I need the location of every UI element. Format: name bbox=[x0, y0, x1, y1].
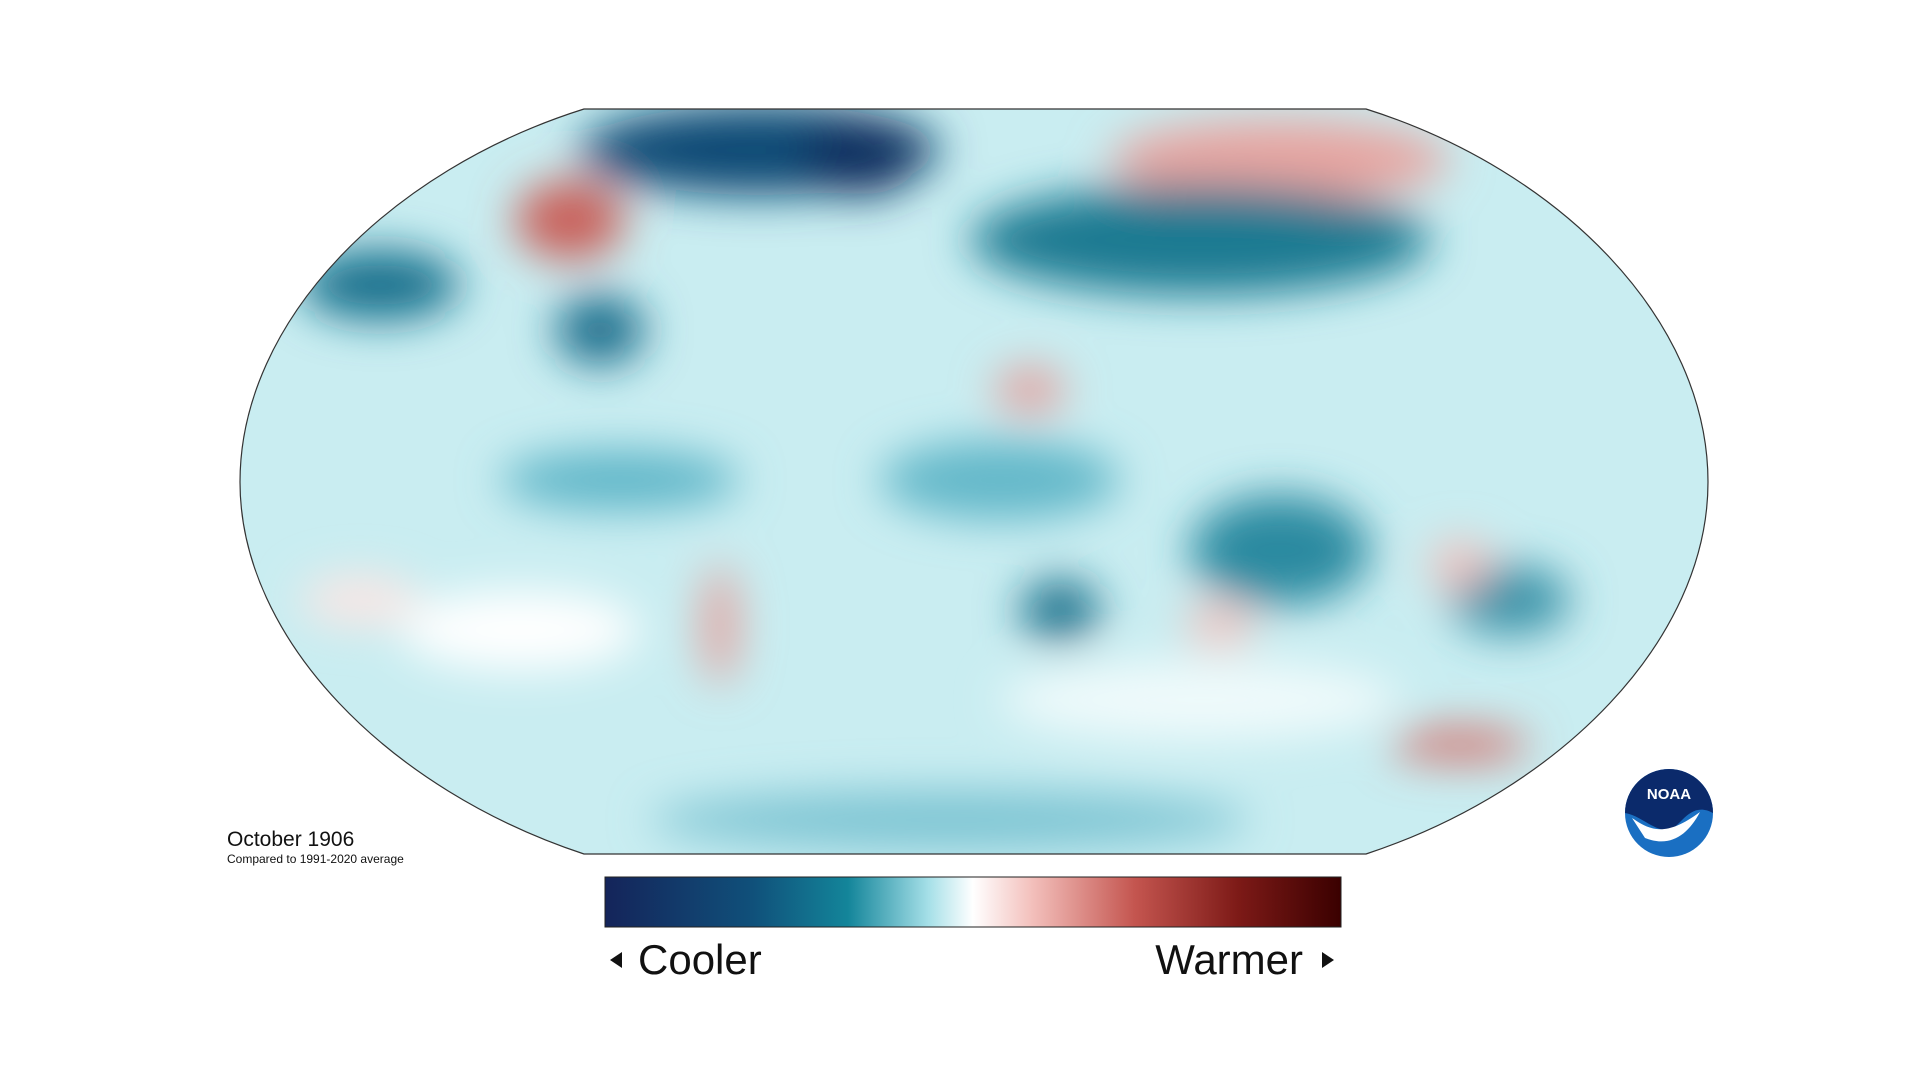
map-subtitle: Compared to 1991-2020 average bbox=[227, 852, 404, 866]
noaa-logo: NOAA bbox=[1625, 769, 1713, 857]
legend-low-label: Cooler bbox=[638, 936, 762, 983]
logo-text: NOAA bbox=[1647, 786, 1691, 803]
legend-high-label: Warmer bbox=[1155, 936, 1303, 983]
arrow-left bbox=[610, 952, 622, 968]
color-scale bbox=[604, 876, 1342, 928]
map-outline bbox=[239, 108, 1709, 855]
anomaly-field bbox=[240, 109, 1708, 854]
map-title: October 1906 bbox=[227, 828, 354, 851]
arrow-right bbox=[1322, 952, 1334, 968]
